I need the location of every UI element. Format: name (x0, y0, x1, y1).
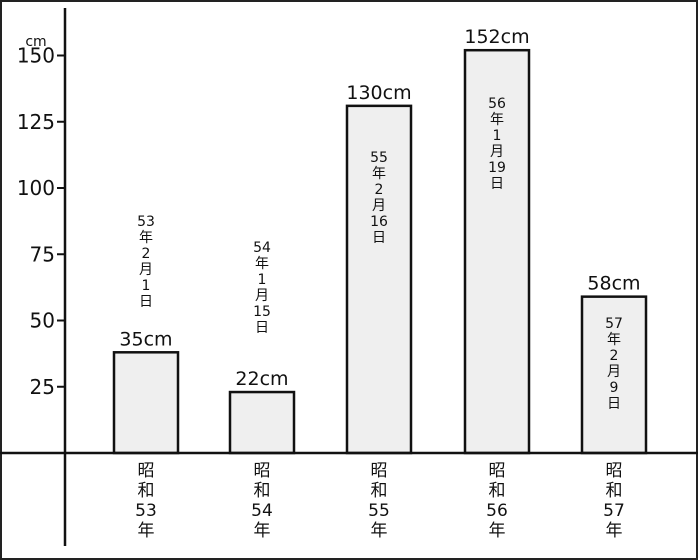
date-annotation-1: 53 年 2 月 1 日 (137, 214, 155, 310)
category-label-3: 昭和 55 年 (368, 461, 390, 541)
bar-4 (463, 48, 531, 455)
bar-1 (112, 351, 180, 455)
bar-5 (580, 295, 648, 455)
category-label-4: 昭和 56 年 (486, 461, 508, 541)
value-label-3: 130cm (346, 82, 411, 104)
y-tick-label-75: 75 (30, 242, 55, 266)
value-label-2: 22cm (235, 368, 288, 390)
y-tick-label-125: 125 (17, 110, 55, 134)
y-tick-label-150: 150 (17, 44, 55, 68)
value-label-4: 152cm (464, 26, 529, 48)
date-annotation-3: 55 年 2 月 16 日 (370, 150, 388, 246)
category-label-5: 昭和 57 年 (603, 461, 625, 541)
date-annotation-5: 57 年 2 月 9 日 (605, 316, 623, 412)
date-annotation-4: 56 年 1 月 19 日 (488, 96, 506, 192)
y-unit-label: cm (25, 34, 46, 50)
category-label-2: 昭和 54 年 (251, 461, 273, 541)
value-label-5: 58cm (587, 273, 640, 295)
y-tick-label-50: 50 (30, 309, 55, 333)
y-tick-label-100: 100 (17, 176, 55, 200)
category-label-1: 昭和 53 年 (135, 461, 157, 541)
y-tick-label-25: 25 (30, 375, 55, 399)
bar-2 (228, 390, 296, 455)
value-label-1: 35cm (119, 328, 172, 350)
date-annotation-2: 54 年 1 月 15 日 (253, 240, 271, 336)
